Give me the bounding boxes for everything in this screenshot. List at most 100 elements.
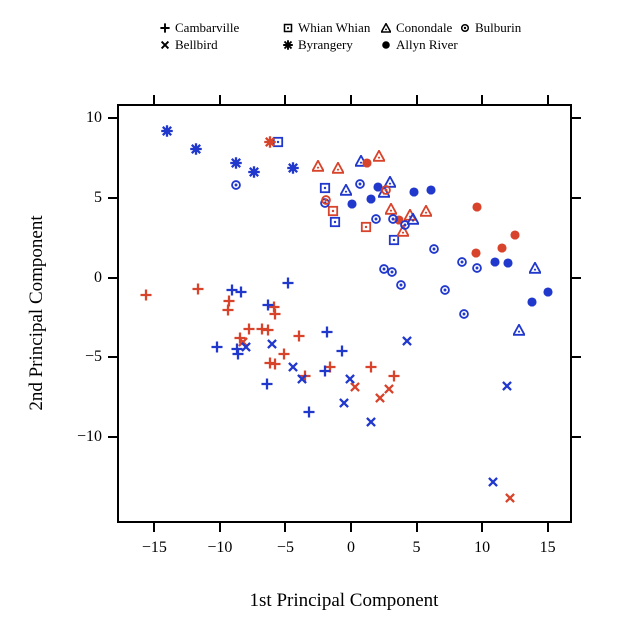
x-tick-label: −15	[141, 539, 167, 556]
point-cambarville	[293, 330, 305, 342]
y-tick-label: −10	[76, 427, 102, 445]
point-conondale	[383, 201, 399, 215]
point-bellbird	[487, 476, 499, 488]
point-bulburin	[399, 219, 411, 231]
x-tick-label: 0	[346, 539, 355, 556]
point-whian-whian	[360, 221, 372, 233]
legend-label: Cambarville	[175, 20, 240, 35]
point-allyn-river	[470, 247, 482, 259]
point-cambarville	[268, 301, 280, 313]
x-tick	[153, 523, 156, 532]
point-cambarville	[192, 283, 204, 295]
point-cambarville	[278, 348, 290, 360]
point-cambarville	[388, 370, 400, 382]
plus-icon	[160, 23, 170, 33]
point-conondale	[371, 148, 386, 162]
point-allyn-river	[365, 193, 377, 205]
point-bulburin	[439, 284, 451, 296]
y-tick-label: 10	[86, 109, 102, 127]
x-axis-label: 1st Principal Component	[249, 590, 439, 611]
point-bulburin	[386, 266, 398, 278]
x-tick-top	[153, 95, 156, 104]
point-whian-whian	[327, 205, 339, 217]
point-allyn-river	[526, 296, 538, 308]
y-tick-right	[572, 117, 581, 120]
point-whian-whian	[329, 216, 341, 228]
point-cambarville	[282, 277, 294, 289]
legend-label: Whian Whian	[298, 20, 371, 35]
point-conondale	[396, 224, 411, 238]
point-bulburin	[370, 213, 382, 225]
y-tick	[108, 196, 117, 199]
point-cambarville	[262, 299, 274, 311]
point-allyn-river	[502, 257, 514, 269]
point-bellbird	[504, 492, 516, 504]
x-tick	[284, 523, 287, 532]
point-bulburin	[354, 178, 366, 190]
square-dot-icon	[283, 23, 293, 33]
point-byrangery	[263, 136, 276, 148]
point-conondale	[330, 160, 345, 174]
circle-dot-icon	[460, 23, 470, 33]
point-cambarville	[262, 324, 274, 336]
point-allyn-river	[425, 184, 437, 196]
plot-area	[117, 104, 572, 523]
y-tick-right	[572, 276, 581, 279]
point-cambarville	[321, 326, 333, 338]
y-tick-label: 0	[94, 268, 102, 286]
point-conondale	[527, 260, 542, 274]
point-byrangery	[190, 142, 203, 155]
x-tick	[415, 523, 418, 532]
point-bellbird	[344, 373, 356, 385]
point-whian-whian	[319, 182, 331, 194]
point-allyn-river	[489, 256, 501, 268]
y-tick	[108, 276, 117, 279]
legend-label: Bellbird	[175, 37, 218, 52]
point-bellbird	[338, 397, 350, 409]
x-tick-top	[415, 95, 418, 104]
y-tick-right	[572, 435, 581, 438]
point-bellbird	[401, 335, 413, 347]
x-tick-top	[284, 95, 287, 104]
y-tick-right	[572, 356, 581, 359]
point-bellbird	[240, 341, 252, 353]
point-allyn-river	[542, 286, 554, 298]
y-tick-right	[572, 196, 581, 199]
y-tick	[108, 117, 117, 120]
point-bulburin	[387, 213, 399, 225]
point-cambarville	[303, 406, 315, 418]
point-conondale	[418, 203, 433, 217]
point-bulburin	[380, 184, 392, 196]
point-cambarville	[365, 361, 377, 373]
point-cambarville	[243, 323, 255, 335]
x-tick-label: 5	[412, 539, 421, 556]
cross-icon	[160, 40, 170, 50]
point-bulburin	[471, 262, 483, 274]
point-conondale	[383, 174, 398, 188]
point-cambarville	[222, 304, 234, 316]
point-bulburin	[428, 243, 440, 255]
asterisk-icon	[283, 40, 293, 50]
point-cambarville	[226, 284, 238, 296]
point-bellbird	[266, 338, 278, 350]
point-allyn-river	[372, 181, 384, 193]
point-allyn-river	[471, 201, 483, 213]
point-byrangery	[248, 166, 260, 179]
point-bulburin	[395, 279, 407, 291]
point-cambarville	[319, 365, 331, 377]
x-tick-label: −10	[207, 539, 233, 556]
y-tick-label: −5	[84, 348, 102, 366]
legend-label: Allyn River	[396, 37, 458, 52]
point-bellbird	[349, 381, 361, 393]
x-tick-top	[349, 95, 352, 104]
x-tick-label: 15	[539, 539, 556, 556]
x-tick	[481, 523, 484, 532]
y-tick	[108, 356, 117, 359]
point-bulburin	[230, 179, 242, 191]
legend-label: Conondale	[396, 20, 453, 35]
point-conondale	[311, 158, 326, 172]
point-byrangery	[161, 125, 174, 137]
point-allyn-river	[361, 157, 373, 169]
point-conondale	[338, 182, 353, 196]
